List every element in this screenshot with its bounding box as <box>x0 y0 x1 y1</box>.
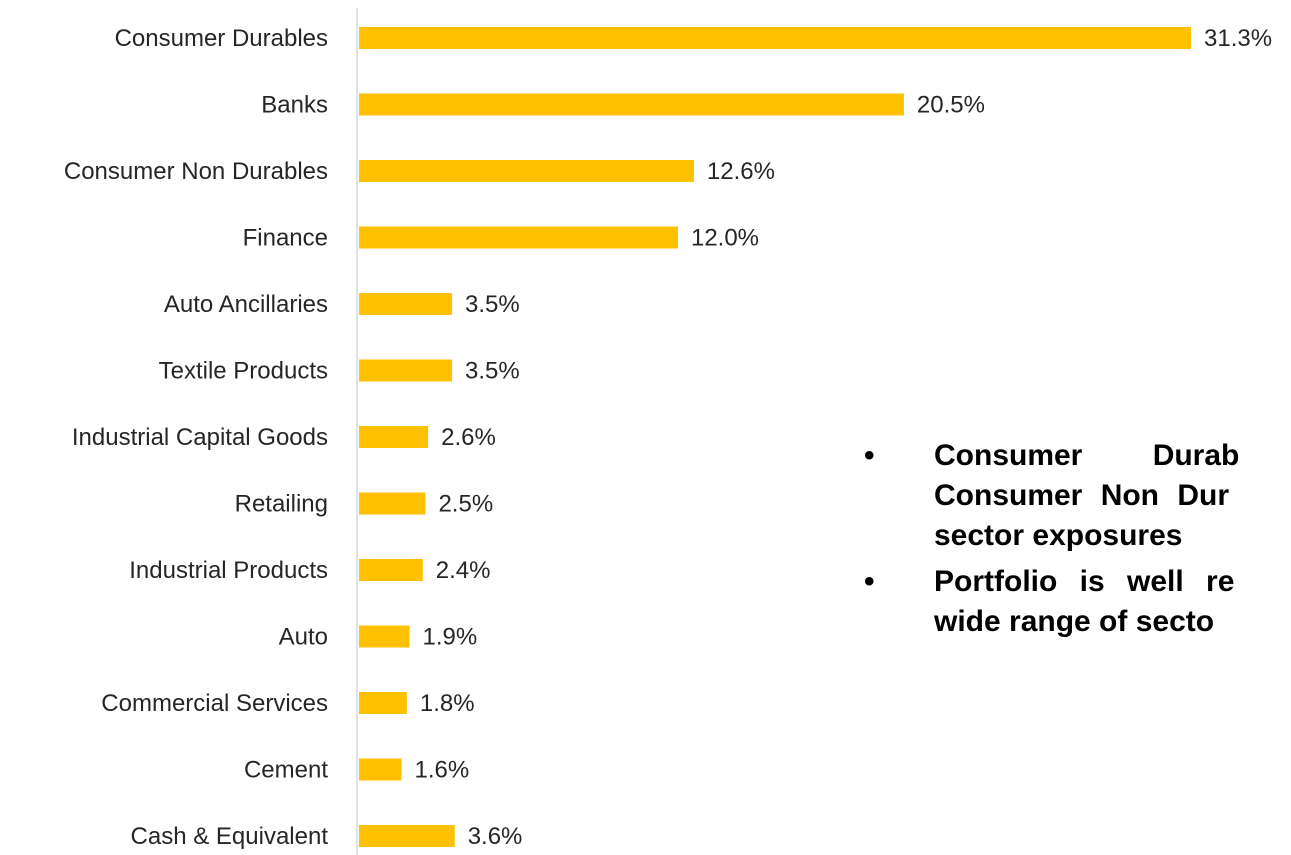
value-label: 31.3% <box>1204 25 1272 52</box>
bar-consumer-durables <box>359 27 1191 49</box>
bar-cash-equivalent <box>359 825 455 847</box>
bar-industrial-capital-goods <box>359 426 429 448</box>
category-label: Cement <box>244 757 328 784</box>
commentary-list: • Consumer Durab Consumer Non Dur sector… <box>864 436 1291 648</box>
category-label: Auto <box>279 624 328 651</box>
category-label: Auto Ancillaries <box>164 291 328 318</box>
bar-auto-ancillaries <box>359 293 453 315</box>
value-label: 12.0% <box>691 225 759 252</box>
bar-textile-products <box>359 359 453 382</box>
commentary-line: Consumer Non Dur <box>934 479 1230 512</box>
category-label: Banks <box>261 92 328 119</box>
bar-commercial-services <box>359 692 407 714</box>
bar-retailing <box>359 492 426 515</box>
commentary-line: sector exposures <box>934 519 1183 552</box>
value-label: 1.6% <box>415 757 470 784</box>
commentary-line: wide range of secto <box>934 605 1215 638</box>
bar-cement <box>359 758 402 781</box>
value-label: 20.5% <box>917 92 985 119</box>
commentary-line: Portfolio is well re <box>934 565 1235 598</box>
commentary-line: Consumer Durab <box>934 439 1240 472</box>
category-label: Commercial Services <box>101 690 328 717</box>
category-label: Consumer Non Durables <box>64 158 328 185</box>
value-label: 3.5% <box>465 291 520 318</box>
value-label: 2.6% <box>441 424 496 451</box>
category-label: Textile Products <box>159 358 328 385</box>
category-label: Industrial Products <box>129 557 328 584</box>
category-label: Cash & Equivalent <box>131 823 329 850</box>
value-label: 2.5% <box>438 491 493 518</box>
value-label: 2.4% <box>436 557 491 584</box>
category-label: Consumer Durables <box>115 25 328 52</box>
bar-consumer-non-durables <box>359 160 694 182</box>
commentary-item: • Portfolio is well re wide range of sec… <box>864 562 1291 642</box>
bullet-icon: • <box>864 439 875 472</box>
category-label: Retailing <box>235 491 328 518</box>
bars-group: Consumer Durables 31.3% Banks 20.5% Consumer… <box>64 25 1272 850</box>
bar-auto <box>359 625 410 648</box>
bar-industrial-products <box>359 559 423 581</box>
bullet-icon: • <box>864 565 875 598</box>
commentary-item: • Consumer Durab Consumer Non Dur sector… <box>864 436 1291 556</box>
category-label: Industrial Capital Goods <box>72 424 328 451</box>
bar-banks <box>359 93 904 116</box>
value-label: 1.8% <box>420 690 475 717</box>
value-label: 1.9% <box>423 624 478 651</box>
category-label: Finance <box>243 225 328 252</box>
value-label: 3.5% <box>465 358 520 385</box>
value-label: 12.6% <box>707 158 775 185</box>
bar-finance <box>359 226 678 249</box>
value-label: 3.6% <box>468 823 523 850</box>
